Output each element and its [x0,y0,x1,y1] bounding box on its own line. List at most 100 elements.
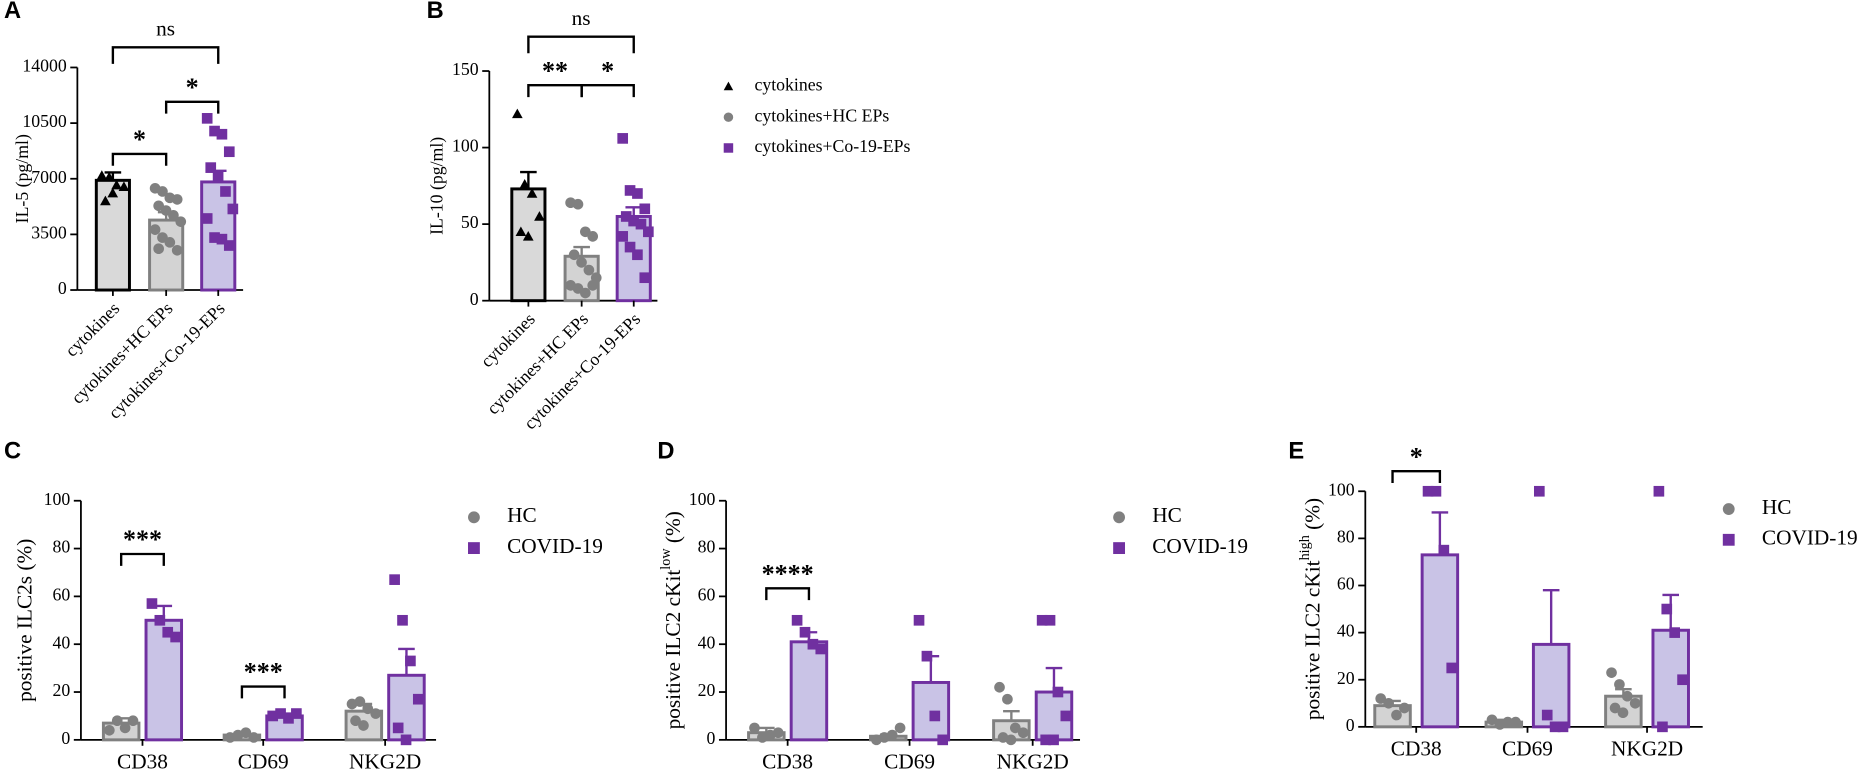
data-point [587,280,599,291]
y-axis-label-suffix: (%) [661,511,685,548]
data-point [164,237,176,248]
significance-bracket [1391,469,1442,483]
data-point [100,195,111,206]
y-tick-label: 60 [1337,574,1355,594]
y-tick-label: 3500 [31,222,67,242]
data-point [643,226,654,238]
data-point [127,715,139,727]
data-point [275,708,286,719]
x-tick-label: NKG2D [349,749,421,773]
y-tick-label: 0 [1346,715,1355,735]
data-point [1446,662,1458,674]
significance-label: *** [123,525,162,554]
significance-bracket [527,35,635,54]
x-tick-label: CD69 [884,749,935,773]
legend-marker [1113,542,1126,555]
legend-label: COVID-19 [1152,534,1248,558]
data-point [1422,485,1434,497]
data-point [1040,734,1052,746]
y-tick-label: 14000 [22,56,67,76]
data-point [886,729,898,741]
data-point [96,170,108,180]
data-point [201,213,213,224]
y-tick-label: 50 [461,212,479,232]
data-point [815,643,827,655]
x-tick-label: NKG2D [1611,736,1683,760]
y-tick-label: 7000 [31,167,67,187]
data-point [1606,667,1617,678]
data-point [624,241,636,253]
data-point [522,231,534,241]
bar [789,640,829,742]
data-point [362,703,374,715]
error-bar [1542,589,1560,645]
data-point [624,185,636,196]
data-point [632,249,643,261]
legend-marker [468,511,480,524]
data-point [103,171,115,182]
data-point [617,231,629,242]
data-point [913,614,925,626]
data-point [405,655,416,667]
data-point [111,715,123,727]
y-tick-label: 80 [698,537,716,557]
data-point [587,231,599,242]
legend-label: cytokines+HC EPs [754,105,889,125]
data-point [1391,709,1402,721]
panel: B 0 50 100 150 IL-10 (pg/ml) cytokines cytokine… [426,0,910,433]
data-point [526,188,538,198]
y-tick-label: 100 [452,136,479,156]
data-point [617,133,629,144]
data-point [1617,707,1629,719]
data-point [157,186,168,197]
y-axis-label-sup: low [658,548,674,570]
panel: C 0 20 40 60 80 100 positive ILC2s (%) CD38 CD69 N… [4,438,603,773]
data-point [929,710,941,722]
legend-marker [1722,503,1735,515]
significance-bracket [111,152,168,166]
y-axis-label-text: IL-5 (pg/ml) [12,134,32,223]
data-point [149,224,161,235]
data-point [635,218,647,230]
data-point [1661,603,1673,615]
legend-label: HC [1762,495,1792,519]
data-point [201,113,213,124]
data-point [1060,710,1072,722]
significance-bracket [240,685,286,699]
data-point [1044,614,1056,626]
legend-marker [1722,533,1735,546]
data-point [1383,697,1394,709]
data-point [1048,734,1059,746]
data-point [639,203,651,215]
data-point [1657,721,1668,733]
data-point [162,626,174,638]
data-point [1438,544,1450,556]
data-point [153,243,164,255]
legend-marker [723,81,734,91]
data-point [937,734,949,746]
data-point [1052,686,1064,698]
y-tick-label: 0 [707,728,716,748]
panel-letter: D [657,438,674,464]
data-point [1609,702,1621,714]
data-point [168,209,179,221]
y-axis-label-sup: high [1297,535,1313,560]
significance-bracket [527,84,583,98]
data-point [119,722,131,734]
data-point [397,614,408,626]
significance-bracket [164,100,220,114]
x-tick-label: CD38 [117,749,168,773]
data-point [1549,721,1561,733]
y-tick-label: 20 [53,680,71,700]
data-point [1017,727,1029,739]
data-point [209,232,220,243]
significance-label: *** [244,658,283,687]
y-tick-label: 40 [53,632,71,652]
data-point [1510,716,1521,728]
data-point [583,264,595,276]
data-point [894,722,906,734]
data-point [628,215,639,227]
y-tick-label: 0 [470,289,479,309]
